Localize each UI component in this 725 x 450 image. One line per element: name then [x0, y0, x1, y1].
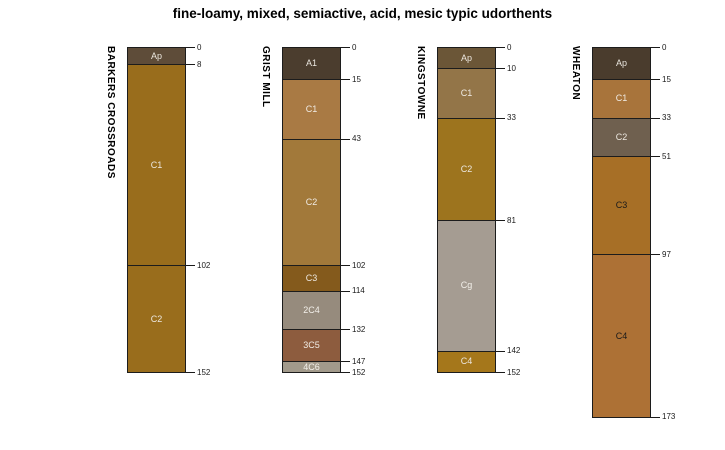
- horizon-rect-c1: C1: [127, 64, 186, 267]
- depth-tick: [496, 117, 505, 119]
- depth-tick-label: 114: [352, 286, 365, 296]
- profile-id-label: GRIST MILL: [260, 46, 271, 108]
- horizon-rect-c3: C3: [592, 156, 651, 256]
- horizon-rect-ap: Ap: [592, 47, 651, 81]
- profile-id-label: KINGSTOWNE: [415, 46, 426, 120]
- horizon-rect-ap: Ap: [437, 47, 496, 70]
- depth-tick-label: 33: [507, 113, 516, 123]
- horizon-label: C1: [150, 159, 163, 170]
- horizon-label: C2: [460, 163, 473, 174]
- horizon-rect-c1: C1: [282, 79, 341, 140]
- horizon-rect-4c6: 4C6: [282, 361, 341, 373]
- horizon-rect-cg: Cg: [437, 220, 496, 352]
- depth-tick: [496, 68, 505, 70]
- depth-tick-label: 10: [507, 63, 516, 73]
- horizon-rect-c3: C3: [282, 265, 341, 292]
- depth-tick-label: 97: [662, 249, 671, 259]
- depth-tick-label: 51: [662, 151, 671, 161]
- depth-tick-label: 147: [352, 356, 366, 366]
- depth-tick-label: 142: [507, 346, 521, 356]
- depth-tick: [341, 265, 350, 267]
- depth-tick: [651, 47, 660, 48]
- depth-tick: [341, 361, 350, 363]
- horizon-rect-c2: C2: [437, 117, 496, 222]
- horizon-rect-c4: C4: [592, 254, 651, 418]
- horizon-label: 2C4: [303, 304, 320, 315]
- horizon-label: C1: [305, 103, 318, 114]
- horizon-label: C2: [615, 131, 628, 142]
- horizon-label: 4C6: [303, 361, 320, 372]
- horizon-label: C4: [460, 356, 473, 367]
- depth-tick-label: 173: [662, 412, 676, 422]
- horizon-rect-c2: C2: [592, 117, 651, 158]
- horizon-rect-c1: C1: [592, 79, 651, 119]
- horizon-rect-c1: C1: [437, 68, 496, 119]
- horizon-rect-2c4: 2C4: [282, 290, 341, 331]
- depth-tick-label: 0: [507, 42, 512, 52]
- horizon-rect-ap: Ap: [127, 47, 186, 66]
- horizon-label: C1: [460, 87, 473, 98]
- depth-tick: [186, 372, 195, 373]
- horizon-label: C2: [150, 313, 163, 324]
- horizon-label: Ap: [460, 52, 472, 63]
- horizon-rect-a1: A1: [282, 47, 341, 81]
- depth-tick-label: 0: [662, 42, 667, 52]
- horizon-label: C3: [305, 272, 318, 283]
- horizon-label: Ap: [150, 50, 162, 61]
- depth-tick-label: 33: [662, 113, 671, 123]
- depth-tick: [651, 254, 660, 256]
- depth-tick-label: 43: [352, 134, 361, 144]
- depth-tick-label: 8: [197, 59, 202, 69]
- depth-tick-label: 152: [507, 367, 521, 377]
- depth-tick-label: 0: [352, 42, 357, 52]
- depth-tick-label: 152: [352, 367, 366, 377]
- depth-tick: [186, 265, 195, 267]
- depth-tick: [496, 47, 505, 48]
- depth-tick: [496, 220, 505, 222]
- horizon-label: Cg: [460, 280, 473, 291]
- depth-tick: [651, 156, 660, 158]
- horizon-rect-3c5: 3C5: [282, 329, 341, 363]
- depth-tick-label: 0: [197, 42, 202, 52]
- depth-tick-label: 132: [352, 324, 366, 334]
- depth-tick: [651, 117, 660, 119]
- horizon-label: Ap: [615, 58, 627, 69]
- depth-tick: [651, 416, 660, 418]
- depth-tick-label: 15: [352, 74, 361, 84]
- depth-tick: [341, 138, 350, 140]
- profile-id-label: BARKERS CROSSROADS: [105, 46, 116, 179]
- depth-tick-label: 102: [352, 260, 366, 270]
- horizon-label: C2: [305, 197, 318, 207]
- depth-tick-label: 15: [662, 74, 671, 84]
- depth-tick: [341, 79, 350, 81]
- depth-tick-label: 152: [197, 367, 211, 377]
- depth-tick: [186, 64, 195, 66]
- profile-id-label: WHEATON: [570, 46, 581, 101]
- depth-tick: [341, 290, 350, 292]
- depth-tick: [341, 372, 350, 373]
- horizon-label: C3: [615, 200, 628, 211]
- depth-tick: [186, 47, 195, 48]
- horizon-rect-c2: C2: [127, 265, 186, 373]
- horizon-rect-c2: C2: [282, 138, 341, 267]
- depth-tick: [341, 329, 350, 331]
- horizon-label: C1: [615, 93, 628, 104]
- figure-title: fine-loamy, mixed, semiactive, acid, mes…: [172, 6, 553, 21]
- horizon-label: A1: [305, 58, 317, 69]
- depth-tick: [496, 372, 505, 373]
- horizon-label: 3C5: [303, 340, 320, 351]
- depth-tick-label: 102: [197, 260, 211, 270]
- depth-tick: [651, 79, 660, 81]
- depth-tick: [496, 350, 505, 352]
- depth-tick: [341, 47, 350, 48]
- horizon-rect-c4: C4: [437, 350, 496, 373]
- depth-tick-label: 81: [507, 215, 516, 225]
- horizon-label: C4: [615, 330, 628, 341]
